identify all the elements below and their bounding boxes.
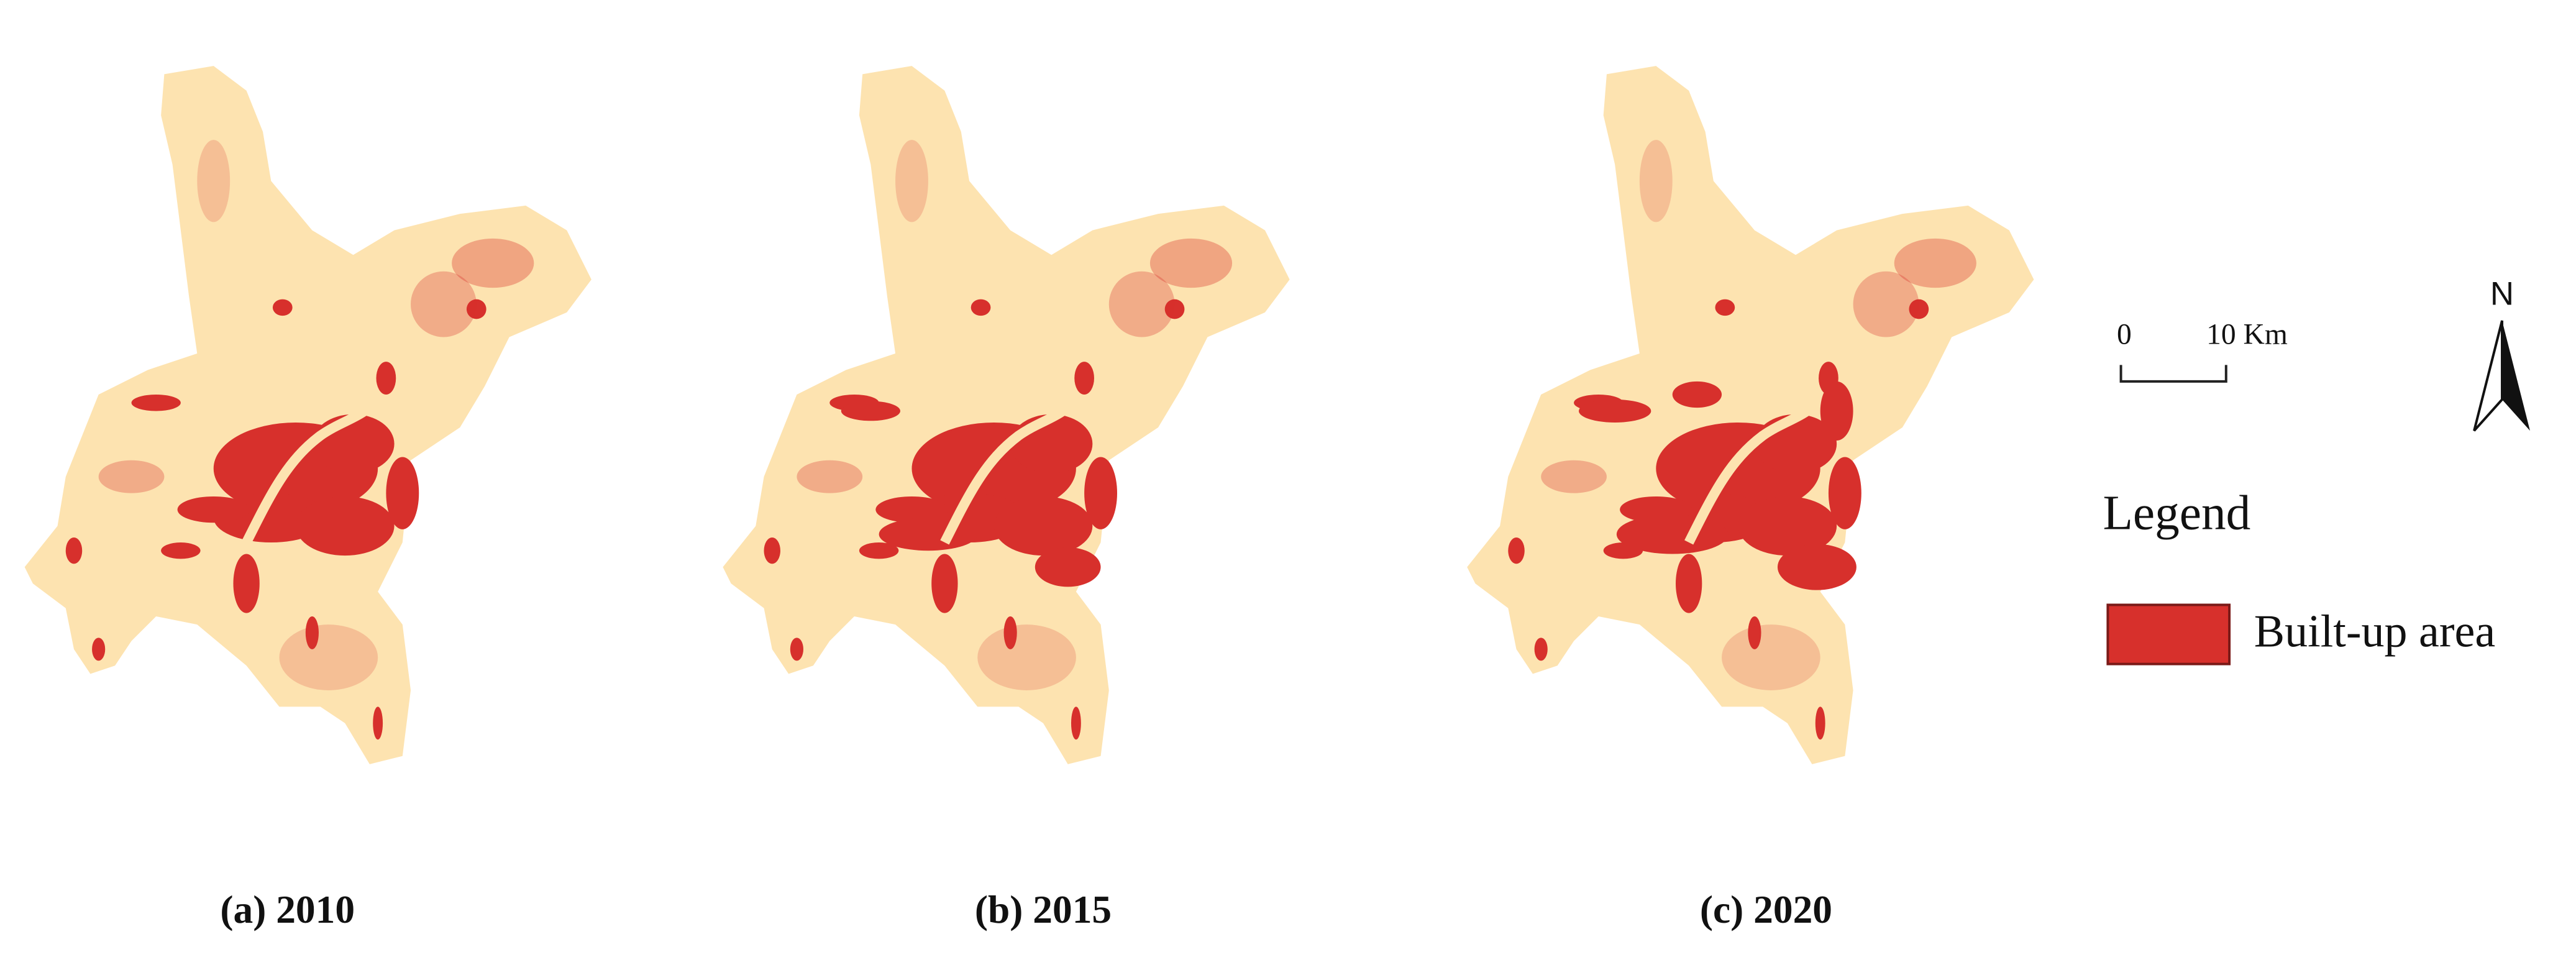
panel-caption: (c) 2020 xyxy=(1700,887,1832,931)
map-2010 xyxy=(24,66,591,764)
map-2015 xyxy=(723,66,1290,764)
legend-label: Built-up area xyxy=(2254,606,2495,657)
panel-caption: (a) 2010 xyxy=(220,887,355,931)
legend-swatch xyxy=(2106,603,2231,665)
panel-caption: (b) 2015 xyxy=(975,887,1112,931)
north-arrow xyxy=(2473,320,2503,432)
scale-bar xyxy=(2119,365,2227,383)
map-2020 xyxy=(1467,66,2034,764)
legend-title: Legend xyxy=(2103,486,2250,541)
scale-end: 10 Km xyxy=(2206,318,2288,350)
north-label: N xyxy=(2490,275,2514,312)
north-arrow xyxy=(2502,321,2530,431)
scale-start: 0 xyxy=(2117,318,2132,350)
